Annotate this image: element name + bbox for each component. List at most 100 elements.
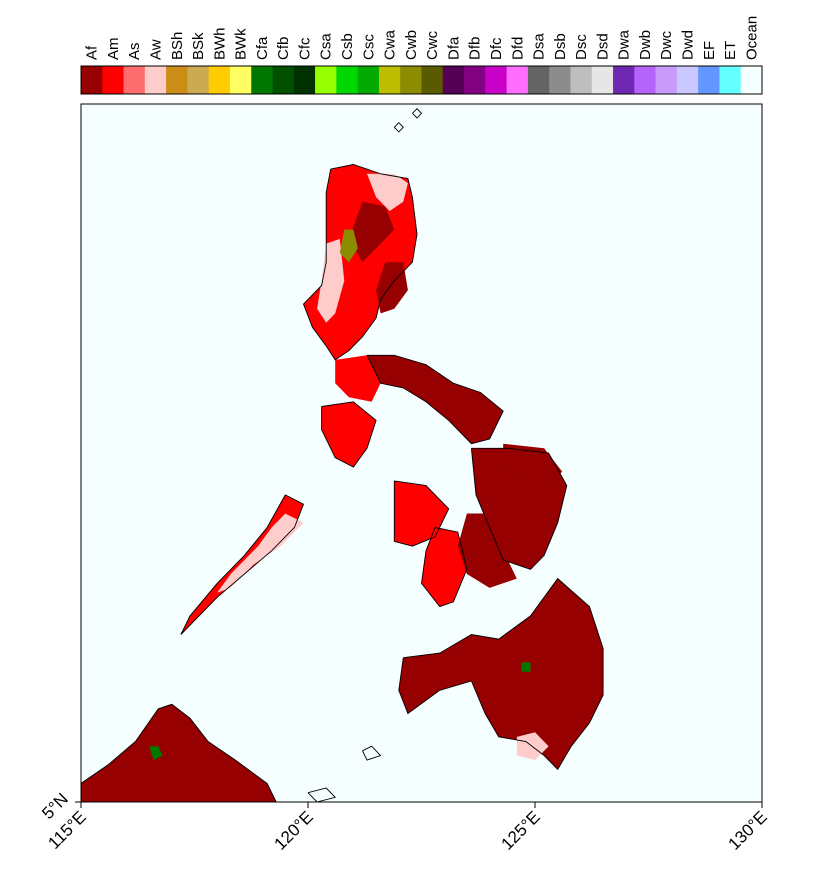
legend-swatch-cwb [400,66,422,94]
coastline-4 [393,480,450,547]
legend-label-dwc: Dwc [658,30,675,60]
legend-swatch-bwh [208,66,231,94]
legend-swatches [81,65,763,94]
lon-tick-label: 125°E [498,807,544,853]
legend-label-am: Am [105,38,122,61]
region-luzon-northeast-aw [367,173,408,211]
legend-swatch-dsd [591,66,614,94]
legend-frame [80,65,763,95]
legend-label-csb: Csb [339,33,356,60]
legend-swatch-bsh [166,66,188,94]
legend-label-bwk: BWk [233,28,250,60]
legend-label-dfa: Dfa [445,36,462,60]
legend-label-cfc: Cfc [296,37,313,60]
legend-swatch-csb [336,66,358,94]
region-mindoro-am [321,401,377,467]
coastline-0 [302,164,418,361]
legend-label-cwb: Cwb [403,30,420,60]
legend-label-dfb: Dfb [467,37,484,60]
legend-swatch-dfd [506,66,529,94]
legend-label-cwa: Cwa [382,29,399,60]
legend-swatch-csc [357,66,380,94]
legend-swatch-dsa [527,66,550,94]
coastline-6 [470,447,568,570]
legend-swatch-dwa [613,66,635,94]
legend-swatch-cwa [378,66,401,94]
legend-label-bwh: BWh [211,27,228,60]
coastline-2 [321,401,377,468]
legend-label-dsa: Dsa [531,33,548,60]
legend-label-cfb: Cfb [275,37,292,60]
climate-regions [81,164,604,802]
legend-swatch-dfc [485,66,507,94]
coastline-11 [362,745,382,761]
region-negros-am [421,527,467,607]
legend-swatch-cfb [272,66,295,94]
legend-label-aw: Aw [147,39,164,60]
region-palawan-aw [217,513,304,593]
legend-label-dfc: Dfc [488,37,505,60]
legend-swatch-dsc [570,66,593,94]
legend-swatch-csa [315,66,337,94]
region-luzon-west-aw [317,238,345,323]
region-borneo-af [81,704,277,802]
legend-label-dfd: Dfd [509,37,526,60]
legend-swatch-dwd [676,66,699,94]
legend-swatch-cfa [251,66,273,94]
legend-label-dsc: Dsc [573,34,590,60]
coastline-9 [393,121,404,133]
koppen-legend: Af Am As Aw BSh BSk BWh BWk Cfa Cfb Cfc Csa Csb Csc Cw… [80,16,763,95]
legend-swatch-af [81,66,103,94]
legend-label-dsb: Dsb [552,33,569,60]
region-luzon-highland-cwb [339,229,358,263]
legend-swatch-dsb [549,66,571,94]
legend-swatch-ef [698,66,720,94]
legend-swatch-bwk [229,66,252,94]
coastline-8 [80,703,277,803]
legend-swatch-dfb [464,66,486,94]
coastline-3 [180,494,305,635]
legend-swatch-cwc [421,66,444,94]
legend-label-dwb: Dwb [637,30,654,60]
legend-swatch-as [123,66,146,94]
region-luzon-bicol-af [367,355,504,444]
legend-swatch-bsk [187,66,209,94]
legend-label-dwa: Dwa [616,29,633,60]
legend-swatch-ocean [740,66,763,94]
region-luzon-south-am [335,355,381,402]
coastline-10 [412,108,423,119]
lon-tick-label: 130°E [725,807,771,853]
legend-label-csa: Csa [318,33,335,60]
legend-label-et: ET [722,41,739,60]
coastlines [80,108,604,803]
legend-label-af: Af [84,45,101,60]
region-samar-north-af [503,443,563,491]
map-frame [80,103,763,803]
legend-swatch-dwb [634,66,656,94]
legend-swatch-am [102,66,124,94]
lon-tick-label: 120°E [271,807,317,853]
legend-swatch-dfa [442,66,465,94]
legend-label-dsd: Dsd [594,33,611,60]
region-luzon-cordillera-af [348,201,395,263]
legend-label-bsh: BSh [169,32,186,60]
legend-label-cfa: Cfa [254,36,271,60]
coastline-7 [398,577,604,771]
legend-label-ef: EF [701,41,718,60]
legend-label-cwc: Cwc [424,30,441,60]
legend-labels: Af Am As Aw BSh BSk BWh BWk Cfa Cfb Cfc Csa Csb Csc Cw… [84,16,761,60]
legend-swatch-aw [144,66,167,94]
region-mindanao-highland-cfa [521,662,531,672]
coastline-1 [366,354,504,445]
region-borneo-highland-cfa [149,746,163,761]
legend-label-bsk: BSk [190,32,207,60]
coastline-5 [421,527,468,608]
legend-swatch-dwc [655,66,678,94]
coastline-12 [307,787,337,803]
legend-label-ocean: Ocean [743,16,760,60]
legend-label-as: As [126,42,143,60]
map-panel: 115°E 120°E 125°E 130°E5°N [38,103,771,854]
legend-label-dwd: Dwd [680,30,697,60]
legend-label-csc: Csc [360,34,377,60]
